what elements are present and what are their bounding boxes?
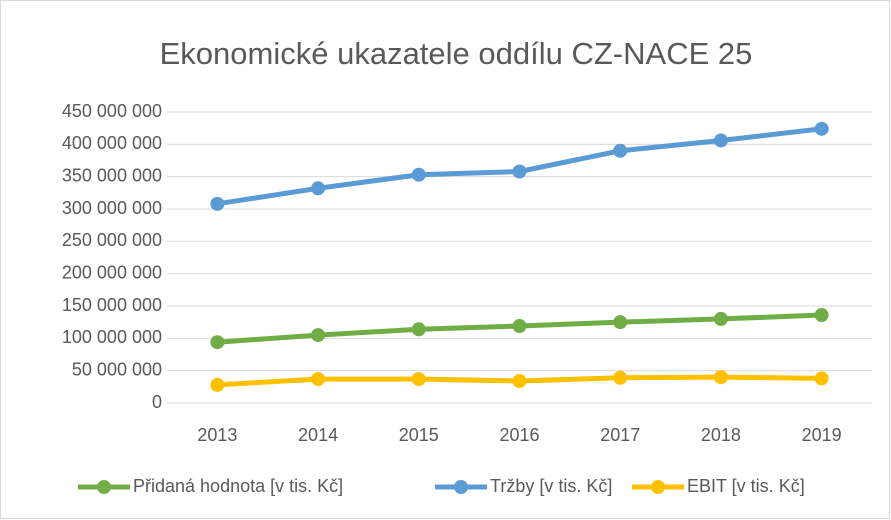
y-tick-label: 350 000 000 [62,165,162,185]
series-marker [512,319,527,334]
series-marker [713,133,728,148]
series-marker [613,315,628,330]
series-marker [210,196,225,211]
legend-label: Přidaná hodnota [v tis. Kč] [133,476,343,496]
series-marker [512,164,527,179]
series-marker [713,311,728,326]
y-tick-label: 0 [152,392,162,412]
y-tick-label: 150 000 000 [62,295,162,315]
legend-label: EBIT [v tis. Kč] [687,476,805,496]
series-marker [210,377,225,392]
series-marker [814,371,829,386]
y-tick-label: 250 000 000 [62,230,162,250]
x-tick-label: 2014 [298,425,338,445]
y-tick-label: 400 000 000 [62,133,162,153]
x-tick-label: 2018 [701,425,741,445]
series-marker [411,322,426,337]
x-tick-label: 2016 [499,425,539,445]
series-marker [814,308,829,323]
series-marker [613,143,628,158]
series-marker [210,335,225,350]
series-marker [311,372,326,387]
x-tick-label: 2019 [802,425,842,445]
series-marker [311,181,326,196]
x-tick-label: 2017 [600,425,640,445]
x-tick-label: 2013 [197,425,237,445]
legend-marker [651,480,665,494]
series-marker [512,374,527,389]
series-marker [411,167,426,182]
legend-marker [454,480,468,494]
y-tick-label: 450 000 000 [62,101,162,121]
series-marker [411,372,426,387]
y-tick-label: 200 000 000 [62,262,162,282]
series-marker [311,328,326,343]
y-tick-label: 50 000 000 [72,359,162,379]
x-tick-label: 2015 [399,425,439,445]
chart-title: Ekonomické ukazatele oddílu CZ-NACE 25 [160,36,753,71]
legend-marker [97,480,111,494]
series-marker [713,370,728,385]
series-marker [814,121,829,136]
y-tick-label: 300 000 000 [62,198,162,218]
legend-label: Tržby [v tis. Kč] [490,476,612,496]
y-tick-label: 100 000 000 [62,327,162,347]
series-marker [613,370,628,385]
